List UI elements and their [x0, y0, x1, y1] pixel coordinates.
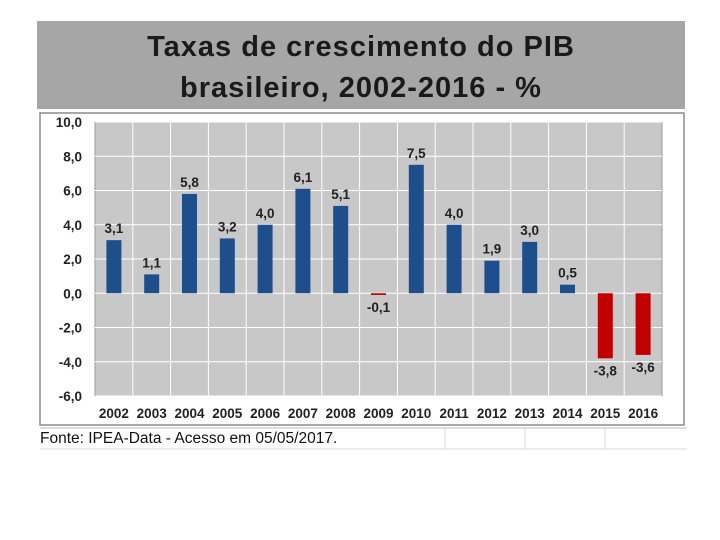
bar [219, 238, 235, 294]
bar [408, 164, 424, 294]
chart-frame: 10,0 8,0 6,0 4,0 2,0 0,0 -2,0 -4,0 -6,0 3,1 2002 1,… [37, 110, 687, 450]
bar [144, 274, 160, 294]
bar [522, 241, 538, 294]
data-label: 7,5 [407, 146, 426, 161]
bar [484, 260, 500, 294]
title-band: Taxas de crescimento do PIB brasileiro, … [37, 21, 685, 109]
data-label: -3,8 [594, 363, 618, 378]
x-tick-label: 2008 [326, 406, 357, 421]
x-tick-label: 2016 [628, 406, 659, 421]
data-label: 3,1 [105, 221, 124, 236]
bar [446, 224, 462, 294]
y-tick-label: 4,0 [63, 218, 82, 233]
bar [257, 224, 273, 294]
data-label: -3,6 [631, 360, 655, 375]
x-tick-label: 2013 [515, 406, 546, 421]
x-tick-label: 2014 [552, 406, 583, 421]
source-note: Fonte: IPEA-Data - Acesso em 05/05/2017. [40, 430, 338, 447]
x-tick-label: 2009 [363, 406, 393, 421]
bar [635, 293, 651, 355]
x-tick-label: 2006 [250, 406, 281, 421]
y-tick-label: -2,0 [59, 321, 82, 336]
data-label: 1,9 [483, 242, 502, 257]
x-tick-label: 2005 [212, 406, 243, 421]
chart-title-line-2: brasileiro, 2002-2016 - % [180, 72, 542, 104]
data-label: -0,1 [367, 300, 391, 315]
x-tick-label: 2011 [439, 406, 469, 421]
bar [597, 293, 613, 359]
y-tick-label: 6,0 [63, 184, 82, 199]
bar [560, 284, 575, 294]
y-tick-label: -6,0 [59, 389, 82, 404]
bar [333, 205, 349, 294]
bar-chart: 10,0 8,0 6,0 4,0 2,0 0,0 -2,0 -4,0 -6,0 3,1 2002 1,… [39, 112, 687, 450]
data-label: 4,0 [445, 206, 464, 221]
bar [182, 193, 197, 294]
data-label: 5,1 [331, 187, 350, 202]
bar [106, 240, 122, 294]
x-tick-label: 2012 [477, 406, 507, 421]
y-tick-label: 8,0 [63, 149, 82, 164]
y-tick-label: 0,0 [63, 286, 82, 301]
x-tick-label: 2002 [99, 406, 129, 421]
data-label: 4,0 [256, 206, 275, 221]
x-tick-label: 2015 [590, 406, 621, 421]
x-tick-label: 2003 [137, 406, 168, 421]
y-tick-label: 10,0 [56, 115, 82, 130]
x-tick-label: 2007 [288, 406, 318, 421]
data-label: 1,1 [142, 255, 161, 270]
bar [371, 293, 386, 295]
y-tick-label: 2,0 [63, 252, 82, 267]
y-tick-label: -4,0 [59, 355, 82, 370]
data-label: 5,8 [180, 175, 199, 190]
data-label: 6,1 [294, 170, 313, 185]
data-label: 0,5 [558, 266, 577, 281]
x-tick-label: 2010 [401, 406, 431, 421]
bar [295, 188, 311, 294]
data-label: 3,0 [520, 223, 539, 238]
x-tick-label: 2004 [174, 406, 205, 421]
chart-title-line-1: Taxas de crescimento do PIB [147, 31, 575, 63]
data-label: 3,2 [218, 219, 237, 234]
